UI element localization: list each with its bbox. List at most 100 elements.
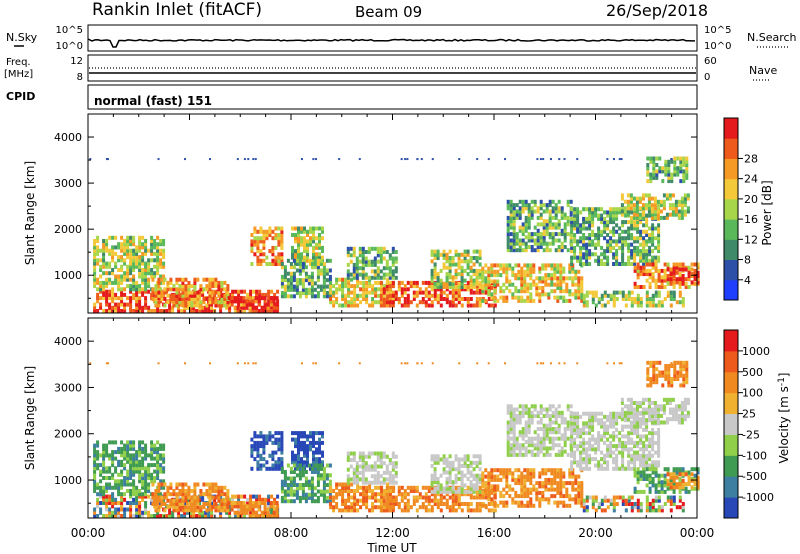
power-cell xyxy=(633,297,637,301)
power-cell xyxy=(545,203,549,208)
velocity-cell xyxy=(550,494,554,499)
power-cell xyxy=(521,203,525,208)
velocity-cell xyxy=(523,468,527,473)
velocity-cell xyxy=(283,489,287,494)
velocity-cell xyxy=(190,489,194,493)
power-cell xyxy=(144,305,148,310)
velocity-cell xyxy=(451,502,455,506)
velocity-cell xyxy=(129,440,133,445)
power-cell xyxy=(245,302,249,307)
power-cell xyxy=(638,215,642,220)
velocity-cell xyxy=(141,440,145,445)
power-cell xyxy=(321,255,324,260)
velocity-cell xyxy=(445,505,449,510)
power-cell xyxy=(280,262,284,266)
velocity-cell xyxy=(469,508,473,513)
velocity-cell xyxy=(156,466,160,471)
power-cell xyxy=(189,309,193,313)
velocity-cell xyxy=(183,514,187,518)
velocity-cell xyxy=(442,502,446,506)
velocity-cell xyxy=(505,490,509,495)
power-cell xyxy=(99,248,103,253)
power-cell xyxy=(563,238,567,243)
power-cell xyxy=(585,293,589,298)
power-cell xyxy=(553,282,557,287)
power-cell xyxy=(394,293,398,298)
power-cell xyxy=(138,255,142,260)
velocity-cell xyxy=(499,477,503,482)
power-cell xyxy=(521,222,525,227)
power-cell xyxy=(341,290,345,295)
power-cell xyxy=(609,236,613,241)
velocity-cell xyxy=(292,489,296,494)
velocity-cell xyxy=(102,476,106,480)
velocity-cell xyxy=(347,505,351,510)
power-cell xyxy=(612,262,616,266)
power-cell xyxy=(570,242,574,247)
power-cell xyxy=(639,252,643,257)
power-cell xyxy=(582,242,586,247)
power-cell xyxy=(439,268,443,273)
velocity-cell xyxy=(162,456,166,461)
power-cell xyxy=(295,287,299,292)
velocity-cell xyxy=(289,476,293,481)
power-cell xyxy=(177,289,181,294)
power-cell xyxy=(292,287,296,292)
power-cell xyxy=(563,228,567,233)
power-cell xyxy=(356,297,360,301)
power-cell xyxy=(298,265,302,270)
power-cell xyxy=(382,290,386,295)
velocity-cell xyxy=(529,481,533,486)
power-cell xyxy=(618,207,622,212)
power-cell xyxy=(301,265,305,270)
power-cell xyxy=(243,158,246,161)
power-cell xyxy=(585,245,589,250)
power-cell xyxy=(650,206,654,211)
power-cell xyxy=(108,248,112,253)
power-cell xyxy=(144,296,148,301)
power-cell xyxy=(144,248,148,253)
power-cell xyxy=(165,289,169,294)
velocity-cell xyxy=(306,437,309,442)
velocity-cell xyxy=(544,484,548,489)
velocity-cell xyxy=(180,514,184,518)
velocity-cell xyxy=(451,505,455,510)
power-cell xyxy=(259,239,263,244)
power-cell xyxy=(217,287,221,292)
power-cell xyxy=(499,286,503,290)
power-cell xyxy=(129,248,133,253)
velocity-cell xyxy=(257,507,261,512)
power-cell xyxy=(506,238,510,243)
power-cell xyxy=(630,220,634,225)
power-cell xyxy=(530,212,534,217)
power-cell xyxy=(135,251,139,256)
power-cell xyxy=(646,156,650,161)
velocity-cell xyxy=(559,474,563,479)
power-cell xyxy=(686,206,690,211)
velocity-cell xyxy=(245,510,249,515)
power-cell xyxy=(193,293,197,298)
power-cell xyxy=(141,258,145,263)
velocity-cell xyxy=(141,472,145,477)
velocity-cell xyxy=(202,492,206,497)
power-cell xyxy=(346,246,350,251)
power-cell xyxy=(478,272,482,277)
velocity-cell xyxy=(445,460,449,465)
power-cell xyxy=(300,158,303,161)
velocity-cell xyxy=(304,479,308,484)
velocity-cell xyxy=(523,477,527,482)
power-cell xyxy=(367,250,371,254)
power-cell xyxy=(678,272,682,277)
power-cell xyxy=(515,209,519,214)
power-cell xyxy=(627,233,631,237)
power-cell xyxy=(365,293,369,298)
power-cell xyxy=(653,209,657,214)
power-cell xyxy=(147,258,151,263)
power-cell xyxy=(355,266,359,271)
velocity-cell xyxy=(214,508,218,513)
power-cell xyxy=(481,276,485,281)
velocity-cell xyxy=(385,467,389,472)
power-cell xyxy=(132,274,136,279)
power-cell xyxy=(663,268,667,273)
velocity-cell xyxy=(175,495,179,500)
